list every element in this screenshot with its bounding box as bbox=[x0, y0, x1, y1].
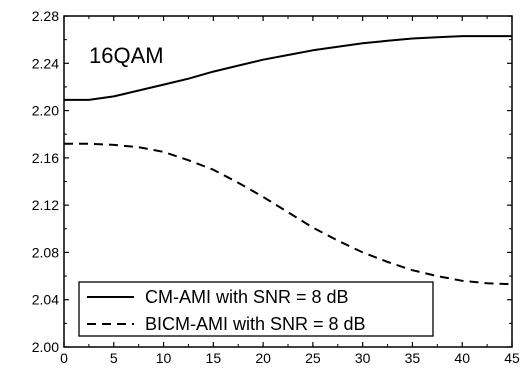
plot-frame bbox=[63, 15, 513, 348]
legend-label-cm-ami: CM-AMI with SNR = 8 dB bbox=[145, 287, 349, 307]
x-tick-label: 0 bbox=[60, 350, 68, 366]
y-tick-label: 2.24 bbox=[32, 55, 59, 71]
x-tick-label: 10 bbox=[156, 350, 172, 366]
series-line-cm-ami bbox=[64, 35, 512, 101]
y-tick-label: 2.12 bbox=[32, 197, 59, 213]
y-tick-label: 2.16 bbox=[32, 150, 59, 166]
x-tick-label: 5 bbox=[110, 350, 118, 366]
x-tick-label: 40 bbox=[454, 350, 470, 366]
y-tick-labels: 2.00 2.04 2.08 2.12 2.16 2.20 2.24 2.28 bbox=[32, 8, 59, 355]
series-lines bbox=[64, 35, 513, 286]
y-tick-label: 2.20 bbox=[32, 103, 59, 119]
x-tick-label: 30 bbox=[355, 350, 371, 366]
annotation-16qam: 16QAM bbox=[89, 43, 164, 68]
x-tick-labels: 0 5 10 15 20 25 30 35 40 45 bbox=[60, 350, 520, 366]
x-tick-label: 35 bbox=[405, 350, 421, 366]
series-line-bicm-ami bbox=[64, 142, 513, 286]
x-tick-label: 20 bbox=[255, 350, 271, 366]
y-tick-label: 2.08 bbox=[32, 244, 59, 260]
legend-label-bicm-ami: BICM-AMI with SNR = 8 dB bbox=[145, 314, 366, 334]
legend: CM-AMI with SNR = 8 dB BICM-AMI with SNR… bbox=[78, 281, 434, 337]
y-tick-label: 2.04 bbox=[32, 292, 59, 308]
y-tick-label: 2.28 bbox=[32, 8, 59, 24]
y-tick-label: 2.00 bbox=[32, 339, 59, 355]
x-tick-label: 25 bbox=[305, 350, 321, 366]
x-tick-label: 15 bbox=[206, 350, 222, 366]
legend-box bbox=[78, 281, 434, 337]
x-tick-label: 45 bbox=[504, 350, 520, 366]
